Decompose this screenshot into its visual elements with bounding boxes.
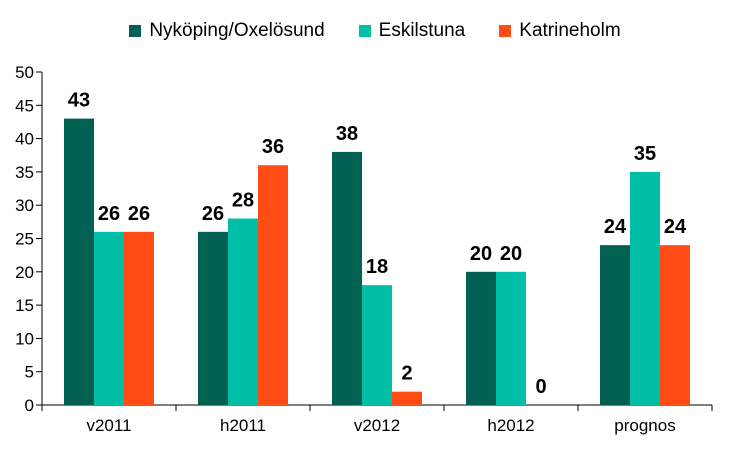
legend-swatch-katrineholm <box>499 25 512 37</box>
x-tick-label: prognos <box>614 416 675 435</box>
x-tick-label: h2012 <box>487 416 534 435</box>
data-label: 38 <box>336 123 358 145</box>
data-label: 43 <box>68 90 90 112</box>
y-tick-label: 25 <box>15 230 34 249</box>
legend-label-eskilstuna: Eskilstuna <box>378 20 466 41</box>
data-label: 24 <box>604 216 627 238</box>
bar <box>362 285 392 405</box>
y-tick-label: 0 <box>25 396 34 415</box>
data-label: 18 <box>366 256 388 278</box>
bar <box>258 165 288 405</box>
y-tick-label: 35 <box>15 163 34 182</box>
legend-item-nykoping: Nyköping/Oxelösund <box>129 20 325 42</box>
bar <box>198 231 228 405</box>
y-tick-label: 20 <box>15 263 34 282</box>
legend-item-katrineholm: Katrineholm <box>499 20 621 42</box>
bar <box>124 231 154 405</box>
legend-label-katrineholm: Katrineholm <box>519 20 621 41</box>
legend-swatch-nykoping <box>129 25 142 37</box>
data-label: 26 <box>202 203 224 225</box>
y-tick-label: 5 <box>25 363 34 382</box>
data-label: 20 <box>470 243 492 265</box>
bar <box>332 151 362 405</box>
y-tick-label: 45 <box>15 96 34 115</box>
data-label: 0 <box>535 376 546 398</box>
bar <box>94 231 124 405</box>
data-label: 2 <box>401 363 412 385</box>
legend-swatch-eskilstuna <box>358 25 371 37</box>
y-tick-label: 50 <box>15 63 34 82</box>
data-label: 36 <box>262 136 284 158</box>
bar <box>466 271 496 405</box>
x-tick-label: v2011 <box>86 416 131 435</box>
data-label: 20 <box>500 243 522 265</box>
bar <box>64 118 94 406</box>
y-tick-label: 40 <box>15 130 34 149</box>
x-tick-label: h2011 <box>220 416 266 435</box>
bar <box>600 245 630 405</box>
data-label: 26 <box>98 203 120 225</box>
x-tick-label: v2012 <box>354 416 400 435</box>
data-label: 28 <box>232 190 254 212</box>
bar <box>496 271 526 405</box>
y-tick-label: 30 <box>15 196 34 215</box>
data-label: 35 <box>634 143 656 165</box>
y-tick-label: 10 <box>15 329 34 348</box>
bar <box>228 218 258 405</box>
bar <box>660 245 690 405</box>
y-tick-label: 15 <box>15 296 34 315</box>
bar <box>630 171 660 405</box>
legend: Nyköping/Oxelösund Eskilstuna Katrinehol… <box>0 18 750 44</box>
bar <box>392 391 422 405</box>
legend-item-eskilstuna: Eskilstuna <box>358 20 466 42</box>
data-label: 24 <box>664 216 687 238</box>
legend-label-nykoping: Nyköping/Oxelösund <box>149 20 325 41</box>
data-label: 26 <box>128 203 150 225</box>
